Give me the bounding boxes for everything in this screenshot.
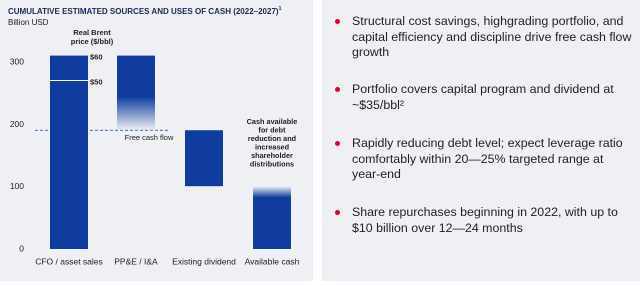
x-tick-label: Existing dividend xyxy=(172,256,236,266)
y-tick-label: 100 xyxy=(10,181,24,191)
chart: CUMULATIVE ESTIMATED SOURCES AND USES OF… xyxy=(8,6,300,266)
cash-note: Cash available xyxy=(247,117,298,126)
price-title: price ($/bbl) xyxy=(71,37,114,46)
price-title: Real Brent xyxy=(73,28,111,37)
free-cash-flow-label: Free cash flow xyxy=(125,133,174,142)
y-tick-label: 200 xyxy=(10,119,24,129)
bullet: Share repurchases beginning in 2022, wit… xyxy=(335,205,634,236)
x-tick-label: CFO / asset sales xyxy=(35,256,103,266)
bullet: Rapidly reducing debt level; expect leve… xyxy=(335,136,634,183)
bullet-panel: Structural cost savings, highgrading por… xyxy=(322,0,640,281)
y-tick-label: 300 xyxy=(10,57,24,67)
bar xyxy=(253,186,291,249)
chart-title: CUMULATIVE ESTIMATED SOURCES AND USES OF… xyxy=(8,6,282,16)
chart-subtitle: Billion USD xyxy=(8,18,49,27)
footnote-mark: 1 xyxy=(279,6,282,12)
title-text: CUMULATIVE ESTIMATED SOURCES AND USES OF… xyxy=(8,7,279,16)
cash-note: reduction and xyxy=(248,134,296,143)
bar xyxy=(50,55,88,249)
cash-note: for debt xyxy=(258,125,286,134)
price-label: $50 xyxy=(90,77,103,86)
x-tick-label: Available cash xyxy=(245,256,300,266)
bar xyxy=(185,130,223,187)
bar xyxy=(117,55,155,131)
price-label: $60 xyxy=(90,53,103,62)
cash-note: shareholder xyxy=(251,151,293,160)
x-tick-label: PP&E / I&A xyxy=(114,256,158,266)
y-tick-label: 0 xyxy=(19,243,24,253)
bullet: Structural cost savings, highgrading por… xyxy=(335,14,634,61)
chart-panel: CUMULATIVE ESTIMATED SOURCES AND USES OF… xyxy=(0,0,313,281)
cash-note: increased xyxy=(255,142,289,151)
bullet: Portfolio covers capital program and div… xyxy=(335,82,634,113)
cash-note: distributions xyxy=(250,159,294,168)
